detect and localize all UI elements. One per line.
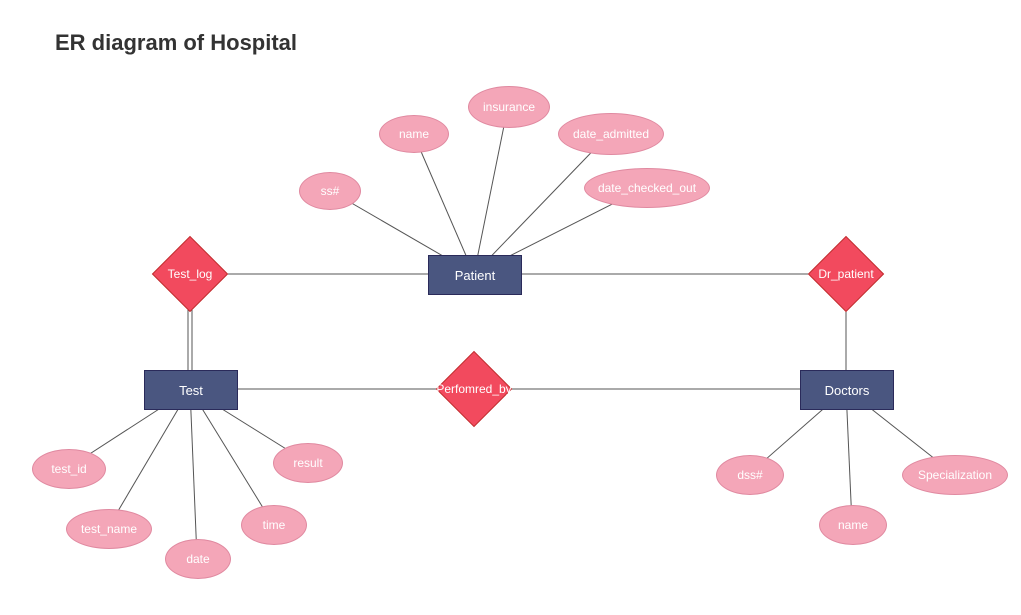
attribute-t_date: date bbox=[165, 539, 231, 579]
attribute-date_adm: date_admitted bbox=[558, 113, 664, 155]
diagram-title: ER diagram of Hospital bbox=[55, 30, 297, 56]
attribute-spec: Specialization bbox=[902, 455, 1008, 495]
attribute-ss: ss# bbox=[299, 172, 361, 210]
attribute-test_name: test_name bbox=[66, 509, 152, 549]
relationship-performed_by: Perfomred_by bbox=[448, 363, 500, 415]
attribute-result: result bbox=[273, 443, 343, 483]
relationship-dr_patient: Dr_patient bbox=[820, 248, 872, 300]
entity-doctors: Doctors bbox=[800, 370, 894, 410]
entity-test: Test bbox=[144, 370, 238, 410]
relationship-test_log: Test_log bbox=[164, 248, 216, 300]
attribute-dss: dss# bbox=[716, 455, 784, 495]
attribute-date_out: date_checked_out bbox=[584, 168, 710, 208]
attribute-d_name: name bbox=[819, 505, 887, 545]
attribute-p_name: name bbox=[379, 115, 449, 153]
er-diagram-canvas: ER diagram of Hospital Patient Test Doctor… bbox=[0, 0, 1021, 615]
attribute-t_time: time bbox=[241, 505, 307, 545]
entity-patient: Patient bbox=[428, 255, 522, 295]
attribute-insurance: insurance bbox=[468, 86, 550, 128]
attribute-test_id: test_id bbox=[32, 449, 106, 489]
